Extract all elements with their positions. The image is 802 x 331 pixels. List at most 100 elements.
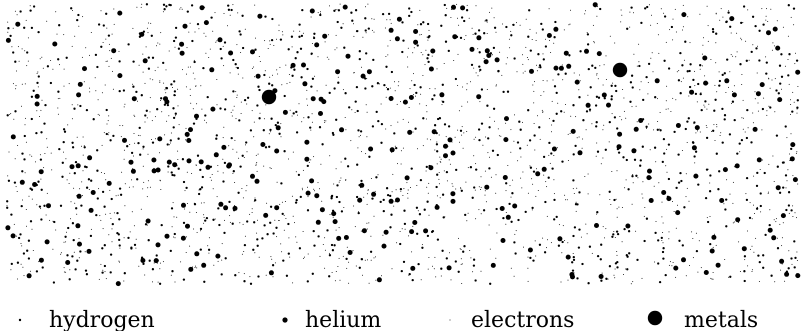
- electron-particle: [70, 201, 72, 203]
- electron-particle: [129, 144, 131, 145]
- electron-particle: [614, 268, 616, 270]
- helium-particle: [10, 134, 16, 140]
- electron-particle: [370, 259, 372, 261]
- electron-particle: [181, 8, 183, 10]
- electron-particle: [741, 84, 743, 85]
- electron-particle: [182, 69, 183, 71]
- hydrogen-particle: [639, 159, 642, 162]
- electron-particle: [595, 155, 597, 157]
- hydrogen-particle: [232, 58, 235, 62]
- hydrogen-particle: [689, 63, 692, 66]
- electron-particle: [72, 10, 73, 11]
- helium-particle: [585, 102, 591, 108]
- electron-particle: [281, 31, 283, 33]
- electron-particle: [730, 54, 732, 56]
- electron-particle: [402, 147, 404, 149]
- electron-particle: [212, 30, 214, 32]
- helium-particle: [546, 33, 552, 38]
- electron-particle: [752, 112, 754, 114]
- hydrogen-particle: [223, 231, 226, 235]
- electron-particle: [773, 219, 775, 221]
- hydrogen-particle: [148, 259, 151, 262]
- electron-particle: [719, 135, 721, 136]
- electron-particle: [747, 127, 749, 129]
- electron-particle: [786, 137, 788, 139]
- electron-particle: [749, 202, 751, 204]
- hydrogen-particle: [443, 3, 446, 7]
- helium-particle: [675, 123, 681, 128]
- hydrogen-particle: [95, 213, 98, 217]
- helium-particle: [735, 217, 741, 223]
- hydrogen-particle: [215, 137, 218, 140]
- helium-particle: [388, 198, 394, 204]
- electron-particle: [659, 128, 661, 130]
- hydrogen-particle: [74, 160, 78, 164]
- electron-particle: [41, 56, 43, 58]
- electron-particle: [358, 136, 360, 138]
- electron-particle: [466, 4, 468, 6]
- hydrogen-particle: [711, 28, 715, 31]
- helium-particle: [775, 185, 781, 191]
- electron-particle: [195, 85, 197, 87]
- helium-particle: [443, 153, 448, 159]
- electron-particle: [110, 217, 112, 219]
- electron-particle: [407, 193, 409, 194]
- hydrogen-particle: [355, 85, 359, 89]
- electron-particle: [701, 53, 703, 55]
- electron-particle: [654, 261, 656, 263]
- helium-particle: [339, 127, 345, 133]
- electron-particle: [78, 238, 80, 240]
- electron-particle: [52, 68, 54, 70]
- electron-particle: [665, 100, 667, 102]
- hydrogen-particle: [723, 118, 726, 121]
- hydrogen-particle: [299, 195, 302, 199]
- hydrogen-particle: [778, 191, 782, 194]
- electron-particle: [397, 163, 398, 165]
- hydrogen-particle: [292, 112, 295, 115]
- helium-particle: [446, 265, 452, 271]
- hydrogen-particle: [748, 216, 752, 220]
- hydrogen-particle: [487, 137, 490, 140]
- hydrogen-particle: [408, 272, 411, 276]
- hydrogen-particle: [422, 21, 425, 24]
- hydrogen-particle: [97, 23, 101, 26]
- electron-particle: [35, 161, 36, 163]
- electron-particle: [387, 45, 389, 47]
- electron-particle: [276, 38, 277, 40]
- electron-particle: [466, 220, 468, 222]
- hydrogen-particle: [721, 73, 724, 77]
- electron-particle: [605, 79, 607, 80]
- helium-particle: [505, 214, 511, 220]
- hydrogen-particle: [679, 51, 682, 55]
- electron-particle: [21, 105, 22, 107]
- helium-particle: [439, 92, 445, 98]
- helium-particle: [179, 41, 185, 47]
- electron-particle: [524, 70, 526, 72]
- hydrogen-particle: [301, 8, 304, 12]
- electron-particle: [302, 169, 304, 171]
- electron-particle: [428, 182, 430, 184]
- hydrogen-particle: [577, 246, 581, 249]
- electron-particle: [209, 176, 211, 178]
- electron-particle: [311, 121, 313, 123]
- electron-particle: [561, 64, 563, 66]
- electron-particle: [696, 101, 698, 103]
- hydrogen-particle: [145, 109, 148, 112]
- electron-particle: [612, 82, 614, 84]
- electron-particle: [63, 34, 65, 36]
- electron-particle: [200, 202, 202, 204]
- electron-particle: [170, 132, 172, 134]
- hydrogen-particle: [447, 125, 451, 128]
- hydrogen-particle: [298, 23, 301, 26]
- hydrogen-particle: [207, 248, 211, 251]
- electron-particle: [320, 163, 322, 165]
- electron-particle: [625, 179, 627, 181]
- electron-particle: [658, 182, 660, 184]
- electron-particle: [40, 208, 42, 210]
- electron-particle: [686, 142, 688, 143]
- electron-particle: [157, 281, 159, 283]
- electron-particle: [613, 231, 615, 232]
- hydrogen-particle: [477, 29, 481, 32]
- hydrogen-particle: [103, 205, 106, 208]
- hydrogen-particle: [64, 235, 67, 238]
